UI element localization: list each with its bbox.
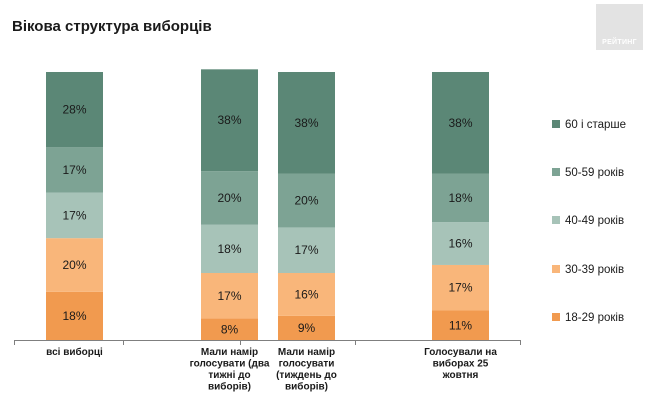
category-label: Мали намір голосувати (два тижні до виборів… [190, 347, 270, 393]
data-label: 38% [448, 116, 472, 130]
rating-logo: РЕЙТИНГ [596, 4, 643, 50]
bar-segment [46, 291, 103, 340]
data-label: 20% [217, 191, 241, 205]
bar-segment [432, 310, 489, 340]
legend-label: 30-39 років [565, 264, 624, 276]
legend-swatch [552, 216, 560, 224]
chart-title: Вікова структура виборців [12, 18, 212, 35]
data-label: 28% [62, 103, 86, 117]
legend-swatch [552, 120, 560, 128]
legend-swatch [552, 265, 560, 273]
bar-segment [201, 171, 258, 225]
data-label: 11% [449, 318, 472, 332]
bar-segment [432, 173, 489, 223]
bar-segment [46, 147, 103, 193]
bar-segment [201, 273, 258, 319]
data-label: 18% [448, 191, 472, 205]
bar-segment [46, 238, 103, 292]
data-label: 18% [217, 242, 241, 256]
category-label: всі виборці [46, 346, 103, 358]
data-label: 38% [294, 116, 318, 130]
x-axis: всі виборці Мали намір голосувати (два тижн… [14, 340, 521, 393]
bar-segment [278, 72, 335, 174]
bar-segment [201, 224, 258, 273]
legend-swatch [552, 168, 560, 176]
data-label: 20% [294, 194, 318, 208]
bar-segment [432, 222, 489, 265]
bar-segment [278, 315, 335, 340]
rating-logo-text: РЕЙТИНГ [602, 39, 637, 46]
data-label: 17% [62, 208, 86, 222]
data-label: 16% [448, 237, 472, 251]
bar-segment [432, 264, 489, 311]
bar-segment [278, 227, 335, 273]
data-label: 16% [294, 287, 318, 301]
bar-segment [278, 273, 335, 316]
data-label: 17% [217, 289, 241, 303]
bar-segment [201, 318, 258, 340]
bars-group: 18% 20% 17% 17% 28% 8% 17% 18% 20% 38% 9% 16% 17% 20%… [46, 69, 489, 340]
data-label: 20% [62, 258, 86, 272]
legend-label: 60 і старше [565, 119, 626, 131]
legend: 60 і старше 50-59 років 40-49 років 30-39 р… [552, 119, 626, 324]
category-label: Голосували на виборах 25 жовтня [424, 347, 497, 381]
legend-label: 18-29 років [565, 312, 624, 324]
data-label: 38% [217, 113, 241, 127]
data-label: 9% [298, 321, 316, 335]
data-label: 8% [221, 322, 239, 336]
category-label: Мали намір голосувати (тиждень до виборів) [276, 347, 337, 393]
bar-segment [278, 173, 335, 228]
bar-segment [46, 192, 103, 239]
data-label: 17% [62, 163, 86, 177]
legend-label: 40-49 років [565, 215, 624, 227]
data-label: 17% [294, 243, 318, 257]
legend-label: 50-59 років [565, 167, 624, 179]
data-label: 17% [448, 281, 472, 295]
bar-segment [201, 69, 258, 172]
data-label: 18% [62, 309, 86, 323]
bar-segment [46, 72, 103, 148]
legend-swatch [552, 313, 560, 321]
bar-segment [432, 72, 489, 174]
